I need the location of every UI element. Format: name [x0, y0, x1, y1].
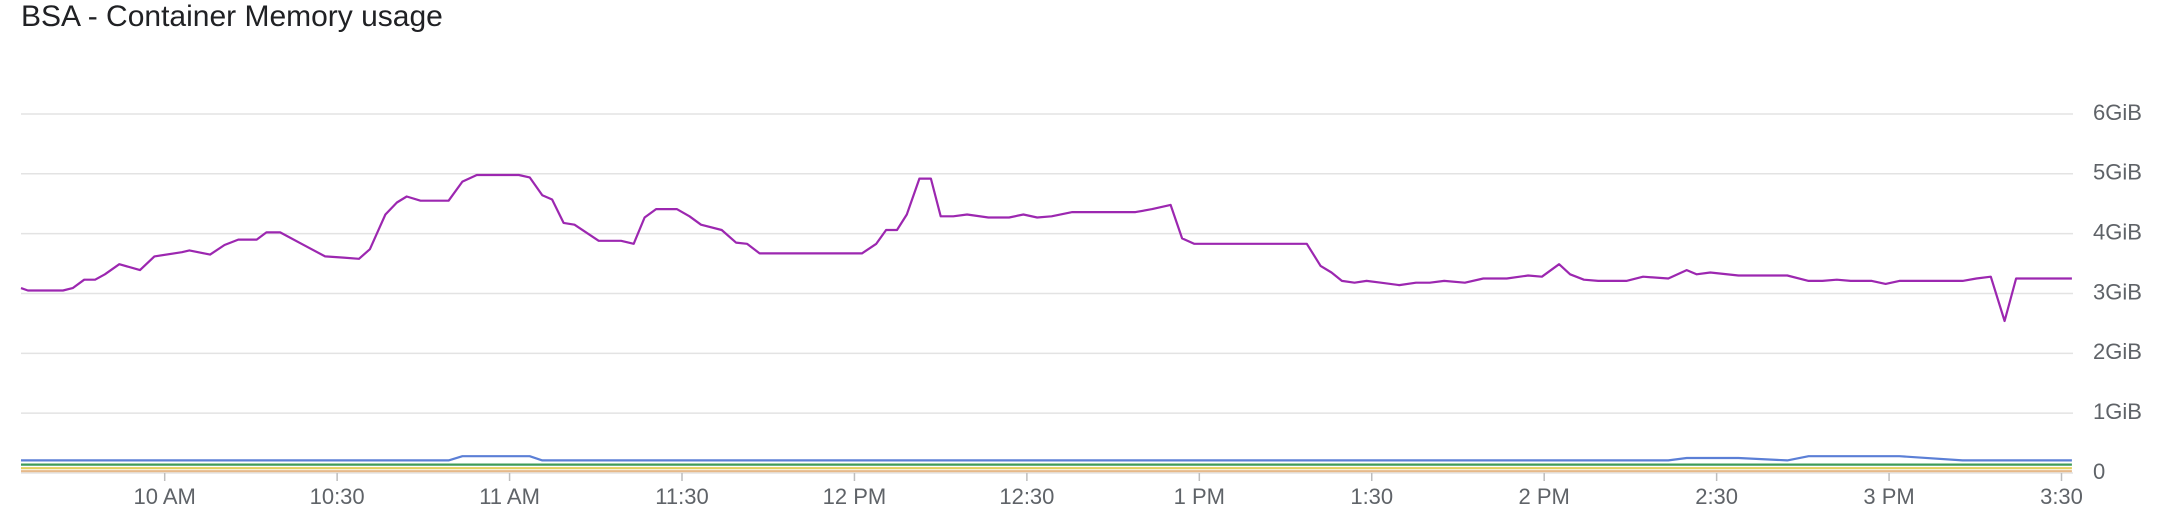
y-tick-label: 2GiB: [2093, 339, 2142, 364]
y-tick-label: 5GiB: [2093, 160, 2142, 185]
x-tick-label: 10:30: [310, 484, 365, 509]
x-tick-label: 12 PM: [823, 484, 887, 509]
x-tick-label: 3 PM: [1863, 484, 1914, 509]
series-line: [21, 455, 2072, 462]
x-tick-label: 1 PM: [1174, 484, 1225, 509]
x-tick-label: 1:30: [1350, 484, 1393, 509]
y-tick-label: 1GiB: [2093, 399, 2142, 424]
y-tick-label: 3GiB: [2093, 279, 2142, 304]
x-tick-label: 11 AM: [479, 484, 540, 509]
y-tick-label: 6GiB: [2093, 100, 2142, 125]
chart-title: BSA - Container Memory usage: [21, 0, 443, 33]
y-tick-label: 0: [2093, 459, 2105, 484]
x-tick-label: 3:30: [2040, 484, 2083, 509]
x-tick-label: 11:30: [655, 484, 708, 509]
x-tick-label: 10 AM: [134, 484, 196, 509]
y-tick-label: 4GiB: [2093, 219, 2142, 244]
x-tick-label: 2 PM: [1519, 484, 1570, 509]
x-tick-label: 12:30: [999, 484, 1054, 509]
x-tick-label: 2:30: [1695, 484, 1738, 509]
series-line: [20, 173, 2072, 323]
